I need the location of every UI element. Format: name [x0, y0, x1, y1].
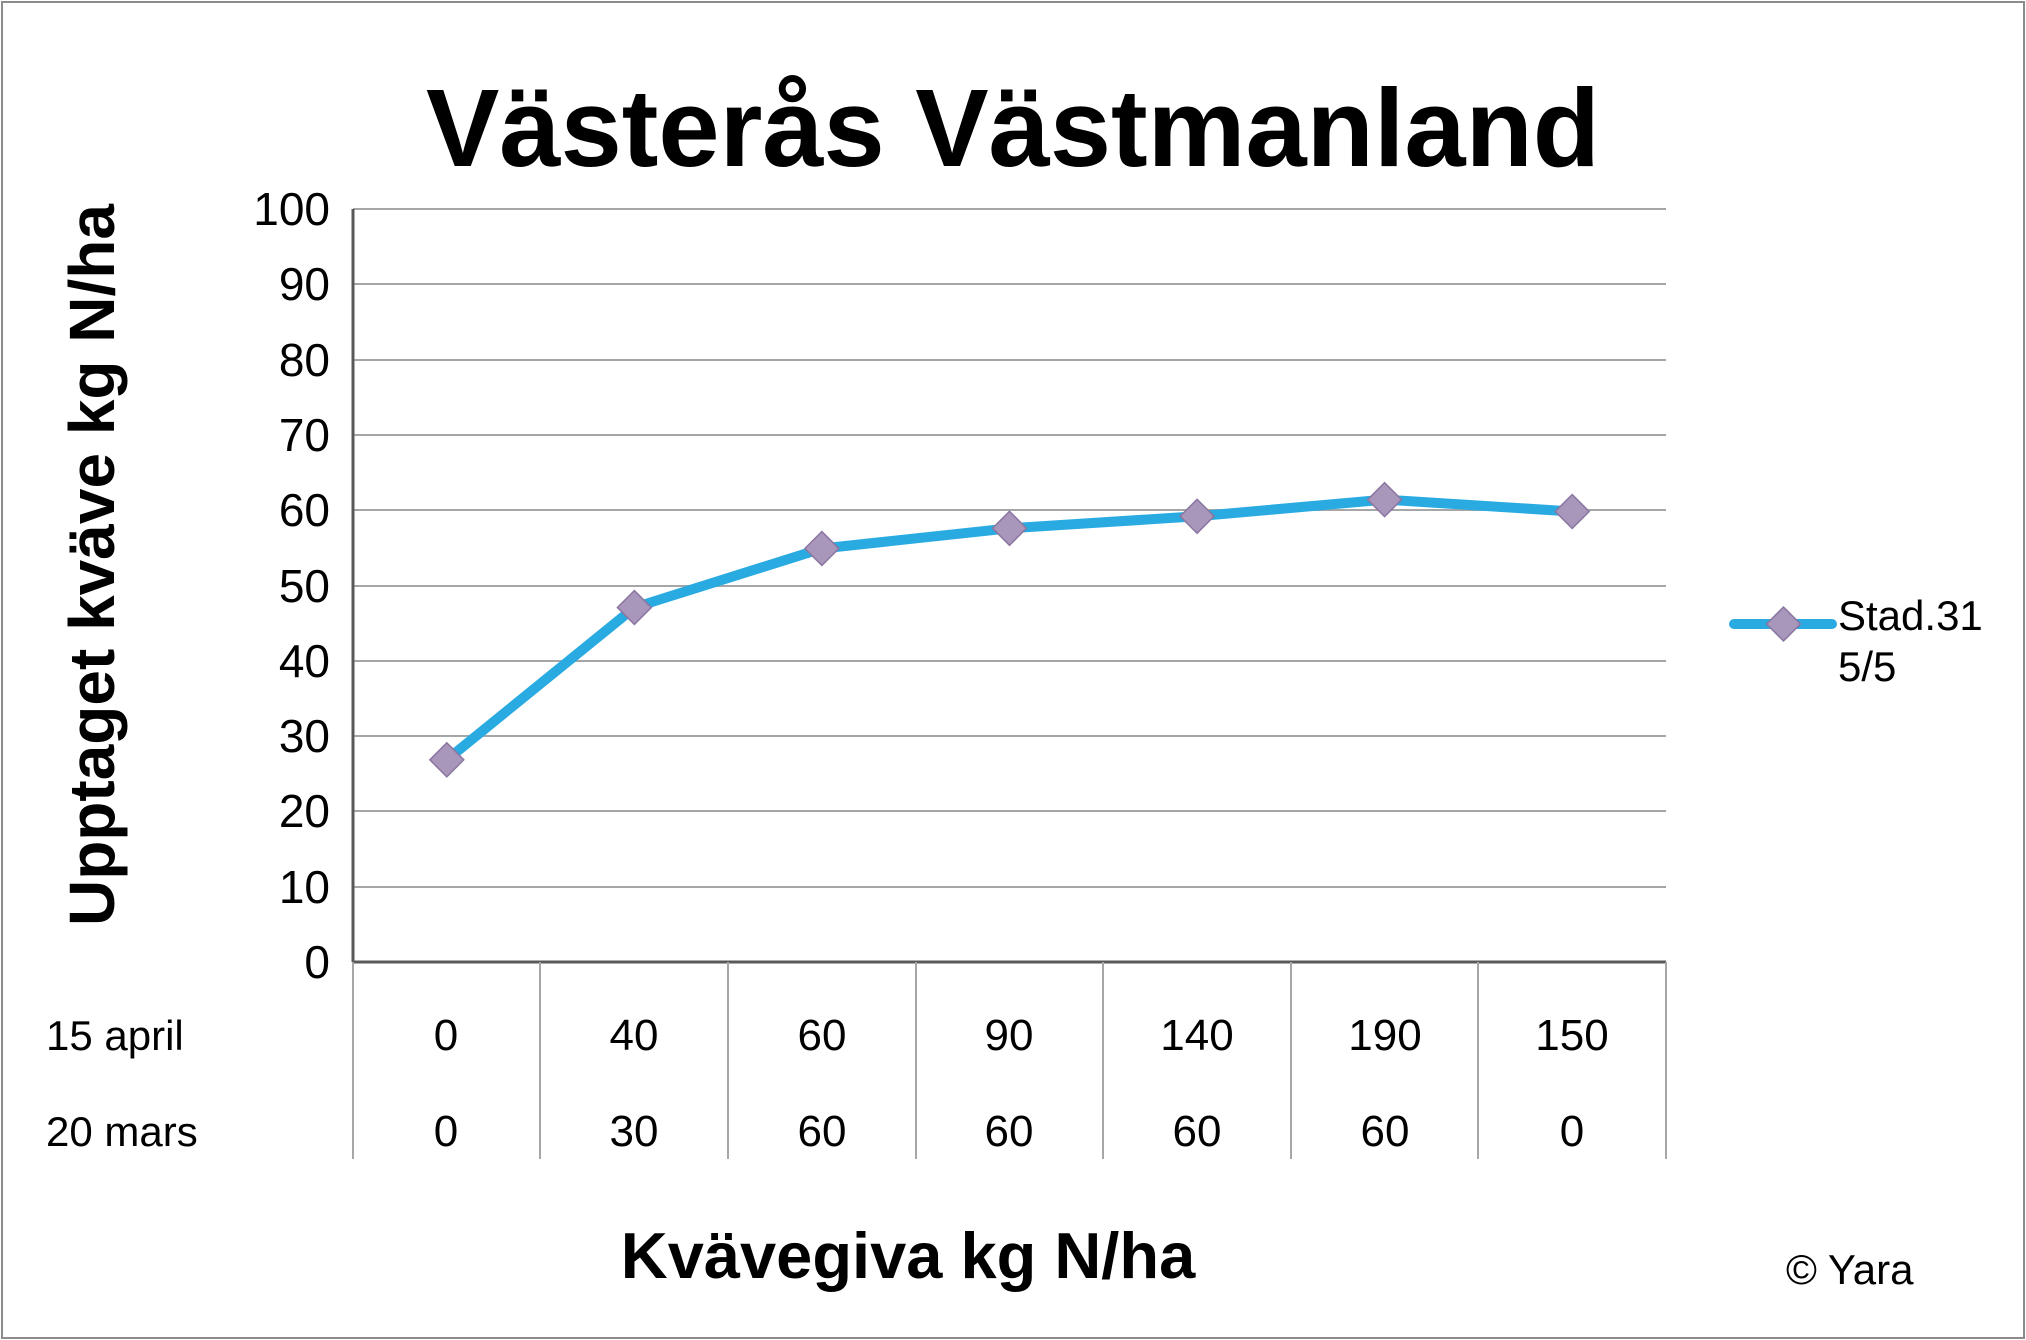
- svg-text:60: 60: [985, 1107, 1034, 1156]
- svg-text:0: 0: [434, 1107, 458, 1156]
- svg-text:60: 60: [1173, 1107, 1222, 1156]
- svg-text:10: 10: [279, 861, 330, 913]
- svg-text:60: 60: [798, 1011, 847, 1060]
- svg-text:140: 140: [1160, 1011, 1233, 1060]
- svg-text:30: 30: [279, 710, 330, 762]
- svg-text:20 mars: 20 mars: [46, 1108, 198, 1155]
- svg-text:60: 60: [279, 484, 330, 536]
- svg-text:50: 50: [279, 560, 330, 612]
- svg-text:15 april: 15 april: [46, 1012, 184, 1059]
- svg-text:70: 70: [279, 409, 330, 461]
- svg-text:40: 40: [610, 1011, 659, 1060]
- svg-text:20: 20: [279, 785, 330, 837]
- svg-text:150: 150: [1535, 1011, 1608, 1060]
- svg-text:190: 190: [1348, 1011, 1421, 1060]
- svg-text:0: 0: [1560, 1107, 1584, 1156]
- svg-text:0: 0: [304, 936, 330, 988]
- svg-text:100: 100: [253, 183, 330, 235]
- svg-text:60: 60: [1361, 1107, 1410, 1156]
- svg-text:0: 0: [434, 1011, 458, 1060]
- svg-text:90: 90: [985, 1011, 1034, 1060]
- svg-text:30: 30: [610, 1107, 659, 1156]
- svg-text:60: 60: [798, 1107, 847, 1156]
- svg-text:80: 80: [279, 334, 330, 386]
- svg-text:40: 40: [279, 635, 330, 687]
- svg-text:90: 90: [279, 258, 330, 310]
